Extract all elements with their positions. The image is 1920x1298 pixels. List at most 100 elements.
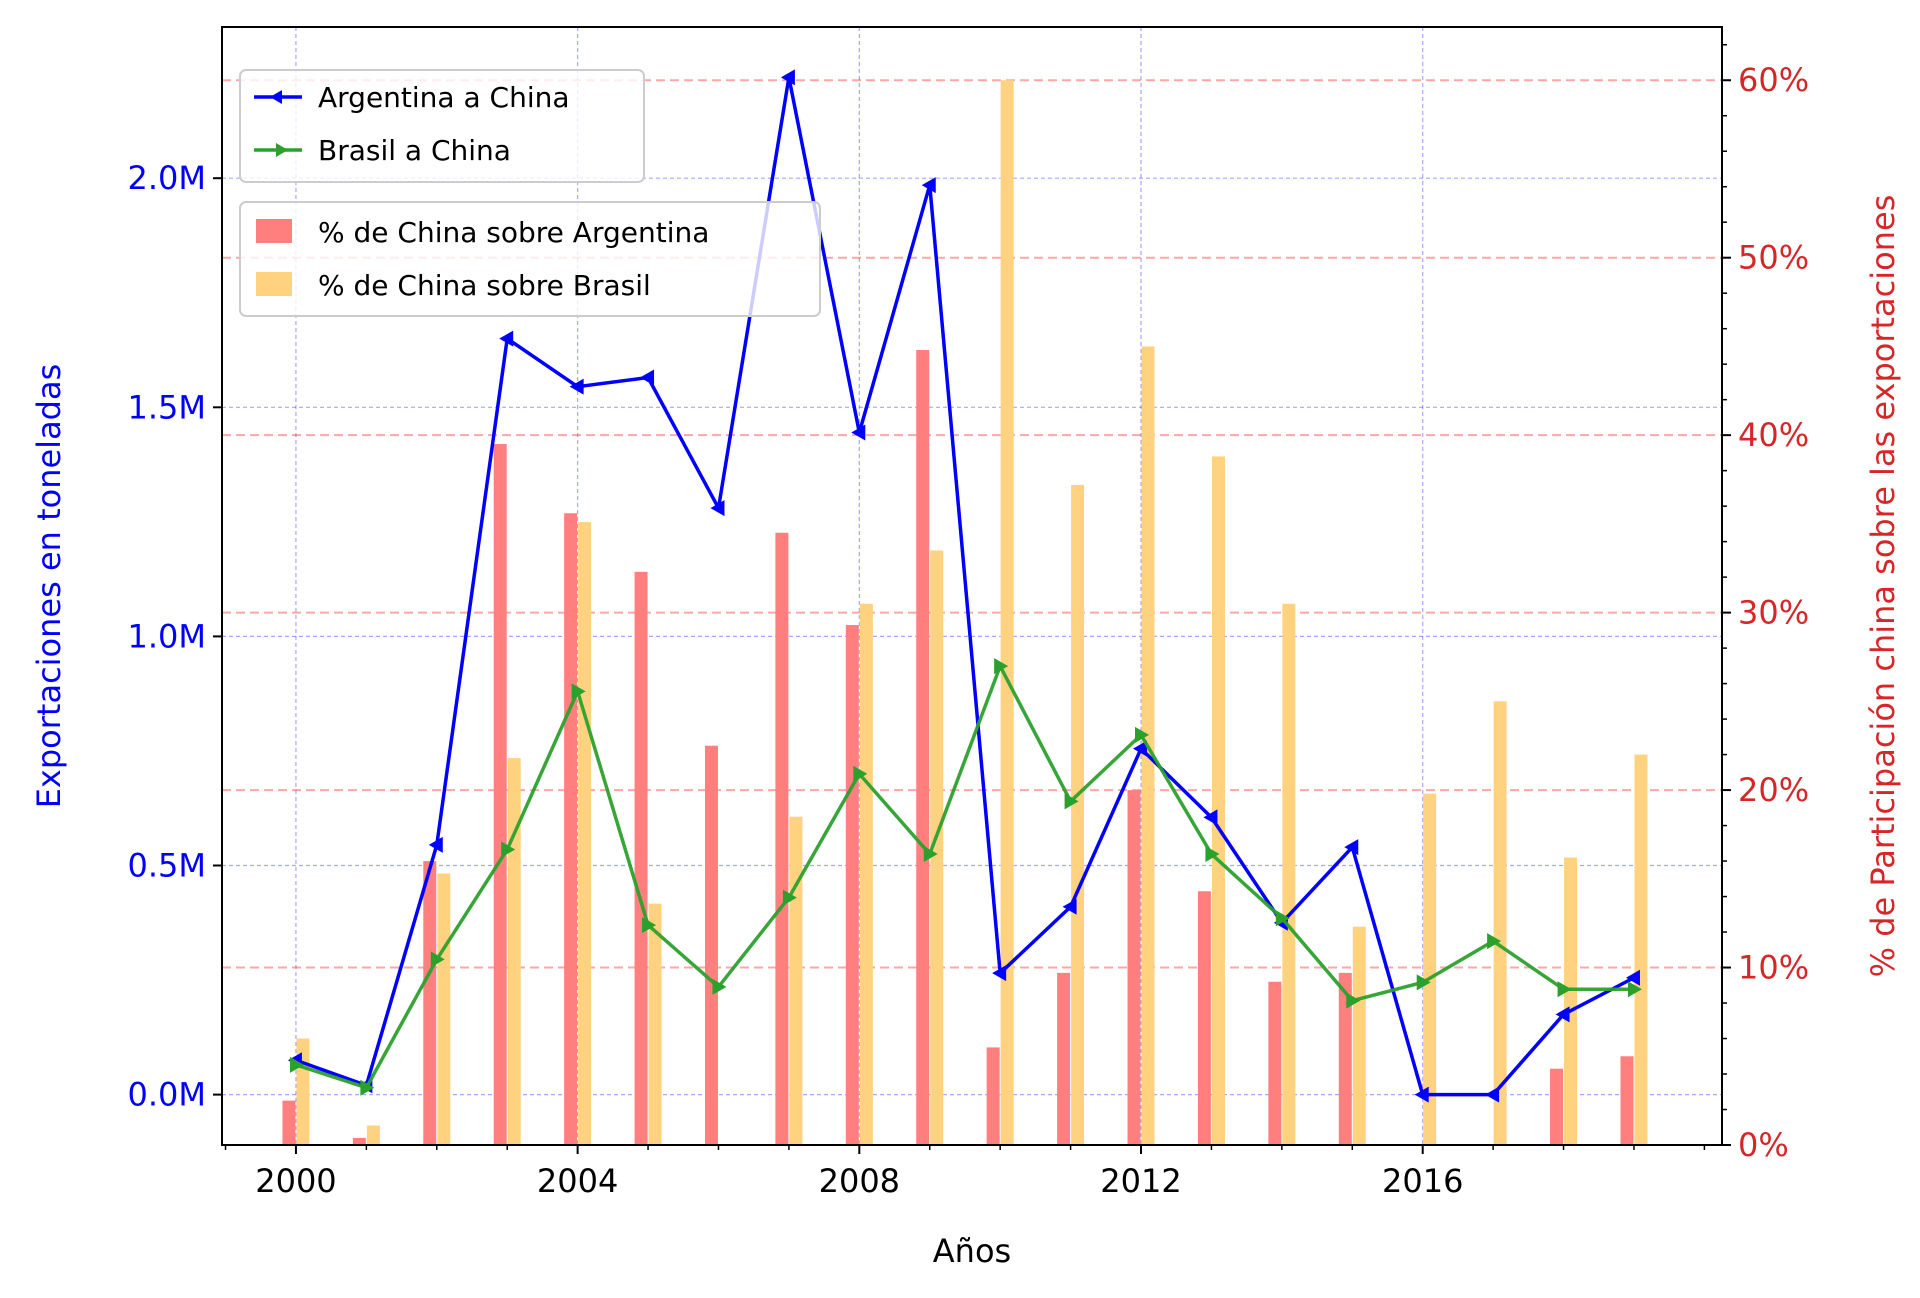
right-y-tick-label: 40% [1738, 416, 1809, 454]
axes: 0.0M 0.5M 1.0M 1.5M 2.0M 0% 10% 20% 30% 40% 50% 60%… [128, 43, 1809, 1200]
marker-brasil [994, 658, 1009, 675]
legend-entry-pct-argentina: % de China sobre Argentina [256, 216, 709, 249]
bar-pct-argentina [775, 532, 789, 1145]
bar-pct-brasil [789, 816, 803, 1145]
left-y-tick-label: 1.5M [128, 388, 207, 426]
right-y-tick-label: 0% [1738, 1126, 1789, 1164]
legend-entry-argentina: Argentina a China [254, 81, 570, 114]
line-brasil [295, 664, 1634, 1090]
marker-argentina [1203, 809, 1218, 826]
right-y-tick-label: 60% [1738, 61, 1809, 99]
x-tick-label: 2008 [819, 1162, 900, 1200]
left-y-tick-label: 0.5M [128, 847, 207, 885]
marker-argentina [569, 378, 584, 395]
bar-pct-argentina [1550, 1068, 1564, 1145]
marker-argentina [851, 424, 866, 441]
bar-series [282, 80, 1648, 1146]
legend-label-pct-argentina: % de China sobre Argentina [318, 216, 709, 249]
bar-pct-argentina [493, 444, 507, 1145]
bar-pct-brasil [1000, 80, 1014, 1146]
bar-pct-brasil [437, 873, 451, 1145]
marker-brasil [1064, 793, 1079, 810]
bar-pct-argentina [352, 1137, 366, 1145]
right-y-tick-label: 50% [1738, 239, 1809, 277]
line-argentina [295, 75, 1635, 1097]
bar-pct-brasil [1634, 754, 1648, 1145]
bar-pct-argentina [1197, 891, 1211, 1145]
marker-brasil [782, 889, 797, 906]
bar-pct-brasil [366, 1125, 380, 1145]
marker-argentina [428, 836, 443, 853]
legend-bar-swatch-argentina [256, 219, 292, 243]
x-tick-label: 2012 [1100, 1162, 1181, 1200]
legend-bars-box [239, 201, 821, 317]
bar-pct-argentina [1338, 972, 1352, 1145]
bar-pct-argentina [1268, 981, 1282, 1145]
marker-argentina [1062, 898, 1077, 915]
marker-argentina [1485, 1086, 1500, 1103]
right-y-tick-label: 20% [1738, 771, 1809, 809]
marker-brasil [289, 1056, 304, 1073]
right-y-tick-label: 30% [1738, 594, 1809, 632]
marker-argentina [992, 965, 1007, 982]
marker-brasil [1557, 981, 1572, 998]
marker-brasil [571, 683, 586, 700]
marker-brasil [1416, 974, 1431, 991]
marker-argentina [921, 177, 936, 194]
bar-pct-argentina [1620, 1056, 1634, 1145]
x-tick-label: 2016 [1382, 1162, 1463, 1200]
bar-pct-argentina [916, 349, 930, 1145]
legend-label-pct-brasil: % de China sobre Brasil [318, 269, 651, 302]
marker-brasil [853, 765, 868, 782]
bar-pct-brasil [648, 903, 662, 1145]
triangle-left-icon [270, 90, 282, 104]
legend-label-argentina: Argentina a China [318, 81, 570, 114]
marker-argentina [1133, 740, 1148, 757]
x-tick-label: 2000 [255, 1162, 336, 1200]
bar-pct-brasil [1423, 793, 1437, 1145]
marker-brasil [642, 917, 657, 934]
left-y-tick-label: 0.0M [128, 1076, 207, 1114]
marker-brasil [1205, 846, 1220, 863]
marker-brasil [1346, 992, 1361, 1009]
line-series [287, 69, 1642, 1103]
marker-argentina [1625, 969, 1640, 986]
marker-argentina [499, 330, 514, 347]
left-y-tick-label: 2.0M [128, 159, 207, 197]
bar-pct-brasil [859, 603, 873, 1145]
marker-argentina [710, 500, 725, 517]
marker-brasil [1135, 726, 1150, 743]
x-axis-title: Años [933, 1232, 1011, 1270]
bar-pct-argentina [845, 625, 859, 1145]
legend-lines-box [239, 69, 645, 183]
marker-brasil [923, 846, 938, 863]
bar-pct-argentina [1127, 790, 1141, 1145]
marker-argentina [1414, 1086, 1429, 1103]
bar-pct-argentina [1057, 972, 1071, 1145]
bar-pct-brasil [507, 758, 521, 1145]
triangle-right-icon [276, 143, 288, 157]
left-y-tick-label: 1.0M [128, 617, 207, 655]
legend-bars: % de China sobre Argentina % de China so… [239, 201, 821, 317]
bar-pct-argentina [986, 1047, 1000, 1145]
legend-label-brasil: Brasil a China [318, 134, 511, 167]
bar-pct-argentina [423, 861, 437, 1145]
marker-brasil [501, 841, 516, 858]
bar-pct-brasil [1493, 701, 1507, 1145]
left-y-axis-title: Exportaciones en toneladas [30, 364, 68, 809]
bar-pct-brasil [578, 522, 592, 1145]
marker-brasil [360, 1079, 375, 1096]
marker-brasil [430, 951, 445, 968]
bar-pct-brasil [1282, 603, 1296, 1145]
bar-pct-brasil [1564, 857, 1578, 1145]
legend-entry-brasil: Brasil a China [254, 134, 511, 167]
bar-pct-argentina [634, 571, 648, 1145]
marker-brasil [1627, 981, 1642, 998]
x-tick-label: 2004 [537, 1162, 618, 1200]
legend-bar-swatch-brasil [256, 272, 292, 296]
right-y-tick-label: 10% [1738, 949, 1809, 987]
bar-pct-brasil [930, 550, 944, 1145]
bar-pct-brasil [1352, 926, 1366, 1145]
marker-brasil [1275, 910, 1290, 927]
